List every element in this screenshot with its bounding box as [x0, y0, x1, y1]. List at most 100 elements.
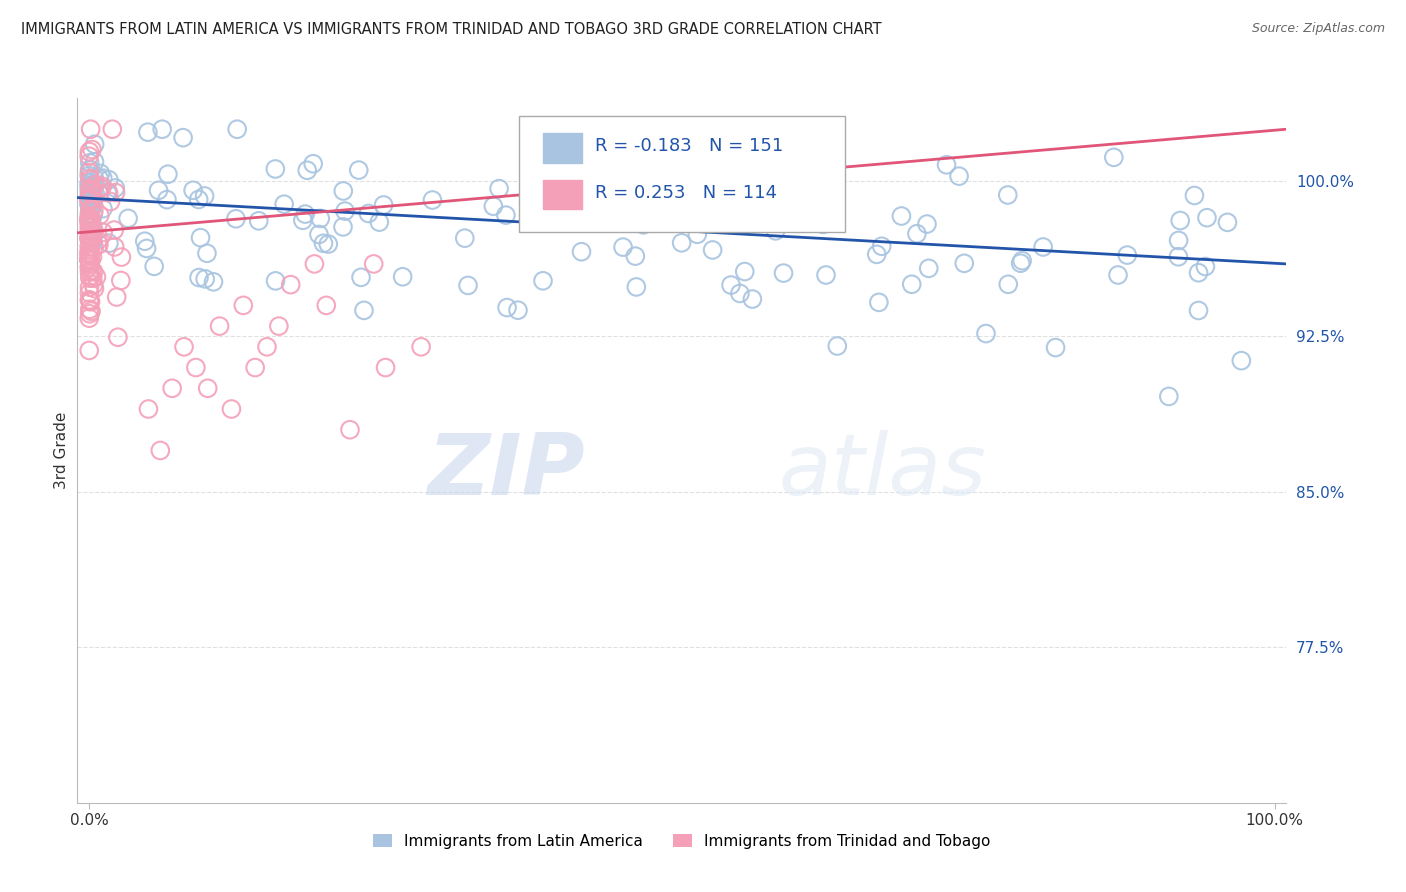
Y-axis label: 3rd Grade: 3rd Grade	[53, 412, 69, 489]
Point	[97, 173, 120, 187]
Point	[997, 277, 1019, 292]
Point	[138, 402, 160, 417]
Point	[77, 252, 100, 267]
Point	[1102, 150, 1125, 164]
Point	[626, 280, 648, 294]
Point	[77, 239, 100, 253]
Point	[101, 122, 124, 136]
Point	[482, 199, 505, 213]
Point	[110, 273, 132, 287]
Point	[194, 272, 217, 286]
Point	[256, 340, 278, 354]
Point	[80, 231, 103, 245]
Point	[173, 340, 195, 354]
Text: ZIP: ZIP	[427, 430, 585, 513]
Point	[91, 202, 114, 216]
Point	[1167, 234, 1189, 248]
Point	[117, 211, 139, 226]
Point	[79, 228, 101, 243]
Point	[347, 163, 370, 178]
Point	[79, 307, 101, 321]
Point	[77, 189, 100, 203]
Point	[225, 211, 247, 226]
Point	[77, 192, 100, 206]
Point	[79, 225, 101, 239]
Point	[571, 244, 593, 259]
Point	[686, 227, 709, 242]
Point	[357, 206, 380, 220]
Point	[79, 228, 101, 243]
FancyBboxPatch shape	[519, 116, 845, 232]
Point	[312, 236, 335, 251]
Point	[79, 243, 101, 257]
Point	[79, 293, 101, 308]
Point	[811, 218, 834, 232]
Point	[104, 181, 127, 195]
Point	[1167, 250, 1189, 264]
Point	[77, 169, 100, 183]
Point	[77, 197, 100, 211]
Point	[79, 293, 101, 307]
Point	[79, 213, 101, 227]
Point	[77, 252, 100, 267]
Point	[77, 252, 100, 267]
Point	[80, 203, 103, 218]
Point	[673, 203, 696, 218]
Point	[702, 243, 724, 257]
Point	[332, 184, 354, 198]
Point	[77, 193, 100, 207]
Point	[79, 280, 101, 294]
Point	[741, 292, 763, 306]
Text: R = 0.253   N = 114: R = 0.253 N = 114	[595, 185, 778, 202]
Point	[77, 230, 100, 244]
Point	[193, 189, 215, 203]
Point	[79, 248, 101, 262]
Point	[104, 186, 127, 200]
Point	[309, 211, 332, 226]
Point	[720, 278, 742, 293]
Point	[291, 213, 314, 227]
Point	[77, 178, 100, 193]
Point	[586, 130, 609, 145]
Point	[1045, 341, 1067, 355]
Point	[297, 163, 319, 178]
Point	[150, 122, 173, 136]
Point	[953, 256, 976, 270]
Point	[79, 248, 101, 262]
Point	[208, 319, 231, 334]
Point	[79, 122, 101, 136]
FancyBboxPatch shape	[543, 180, 582, 210]
Point	[100, 194, 122, 209]
Point	[294, 207, 316, 221]
Point	[79, 171, 101, 186]
Point	[728, 286, 751, 301]
Point	[181, 183, 204, 197]
Point	[82, 219, 104, 233]
Point	[332, 219, 354, 234]
Point	[77, 211, 100, 226]
Point	[77, 247, 100, 261]
Point	[373, 198, 395, 212]
Point	[97, 186, 120, 200]
Point	[633, 218, 655, 232]
Point	[79, 302, 101, 317]
Point	[77, 253, 100, 268]
Point	[79, 271, 101, 285]
Point	[915, 217, 938, 231]
Point	[1187, 303, 1209, 318]
Point	[221, 402, 243, 417]
Point	[411, 340, 433, 354]
Point	[79, 214, 101, 228]
Point	[77, 246, 100, 260]
Point	[1157, 389, 1180, 403]
Point	[77, 218, 100, 232]
Point	[83, 189, 105, 203]
Point	[1184, 188, 1206, 202]
Point	[77, 260, 100, 274]
Point	[488, 181, 510, 195]
Point	[79, 218, 101, 232]
Point	[79, 253, 101, 268]
Point	[77, 183, 100, 197]
Point	[79, 165, 101, 179]
Point	[83, 224, 105, 238]
